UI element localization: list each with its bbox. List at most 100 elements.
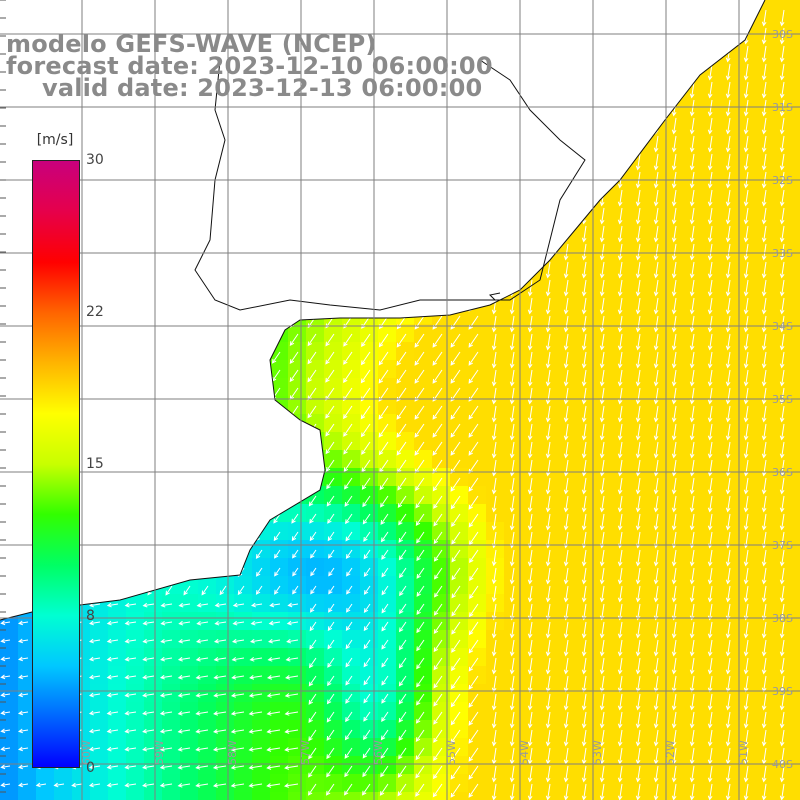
field-cell (720, 594, 739, 613)
field-cell (792, 396, 800, 415)
field-cell (558, 702, 577, 721)
field-cell (720, 180, 739, 199)
field-cell (288, 792, 307, 800)
wind-arrow (779, 45, 785, 63)
field-cell (612, 594, 631, 613)
field-cell (738, 378, 757, 397)
field-cell (432, 558, 451, 577)
field-cell (792, 486, 800, 505)
field-cell (684, 162, 703, 181)
wind-arrow (617, 189, 623, 207)
field-cell (702, 522, 721, 541)
field-cell (684, 486, 703, 505)
field-cell (468, 324, 487, 343)
field-cell (468, 396, 487, 415)
field-cell (738, 270, 757, 289)
field-cell (432, 630, 451, 649)
field-cell (558, 738, 577, 757)
field-cell (612, 612, 631, 631)
wind-arrow (689, 153, 695, 171)
field-cell (666, 702, 685, 721)
wind-arrow (779, 81, 785, 99)
field-cell (288, 774, 307, 793)
field-cell (594, 558, 613, 577)
field-cell (450, 576, 469, 595)
field-cell (630, 414, 649, 433)
field-cell (342, 720, 361, 739)
latitude-label: 40S (772, 758, 793, 771)
field-cell (594, 594, 613, 613)
field-cell (594, 612, 613, 631)
wind-arrow (743, 81, 749, 99)
field-cell (702, 162, 721, 181)
field-cell (666, 252, 685, 271)
field-cell (468, 792, 487, 800)
field-cell (270, 378, 289, 397)
field-cell (738, 630, 757, 649)
field-cell (270, 684, 289, 703)
wind-arrow (671, 135, 677, 153)
field-cell (252, 576, 271, 595)
field-cell (756, 288, 775, 307)
field-cell (720, 792, 739, 800)
field-cell (792, 468, 800, 487)
wind-arrow (707, 189, 713, 207)
field-cell (558, 720, 577, 739)
field-cell (306, 756, 325, 775)
field-cell (414, 576, 433, 595)
field-cell (504, 306, 523, 325)
field-cell (792, 738, 800, 757)
field-cell (702, 306, 721, 325)
field-cell (630, 450, 649, 469)
field-cell (720, 54, 739, 73)
field-cell (612, 756, 631, 775)
field-cell (306, 504, 325, 523)
field-cell (756, 90, 775, 109)
field-cell (288, 540, 307, 559)
field-cell (414, 792, 433, 800)
field-cell (450, 342, 469, 361)
field-cell (324, 450, 343, 469)
field-cell (738, 792, 757, 800)
field-cell (540, 324, 559, 343)
field-cell (234, 630, 253, 649)
field-cell (612, 234, 631, 253)
field-cell (648, 630, 667, 649)
field-cell (738, 666, 757, 685)
field-cell (90, 630, 109, 649)
field-cell (396, 774, 415, 793)
field-cell (324, 522, 343, 541)
field-cell (738, 414, 757, 433)
field-cell (792, 612, 800, 631)
latitude-label: 35S (772, 393, 793, 406)
colorbar-tick-30: 30 (86, 152, 104, 168)
field-cell (126, 666, 145, 685)
field-cell (792, 306, 800, 325)
field-cell (756, 450, 775, 469)
field-cell (648, 324, 667, 343)
field-cell (684, 252, 703, 271)
field-cell (288, 396, 307, 415)
field-cell (90, 774, 109, 793)
field-cell (540, 576, 559, 595)
field-cell (342, 792, 361, 800)
wind-arrow (707, 81, 713, 99)
field-cell (774, 648, 793, 667)
field-cell (504, 558, 523, 577)
field-cell (684, 306, 703, 325)
field-cell (108, 684, 127, 703)
wind-arrow (761, 81, 767, 99)
field-cell (648, 270, 667, 289)
field-cell (738, 720, 757, 739)
field-cell (540, 522, 559, 541)
field-cell (702, 486, 721, 505)
field-cell (360, 720, 379, 739)
field-cell (216, 720, 235, 739)
field-cell (198, 666, 217, 685)
field-cell (378, 756, 397, 775)
field-cell (576, 738, 595, 757)
field-cell (594, 360, 613, 379)
field-cell (144, 702, 163, 721)
wind-arrow (707, 153, 713, 171)
field-cell (558, 432, 577, 451)
